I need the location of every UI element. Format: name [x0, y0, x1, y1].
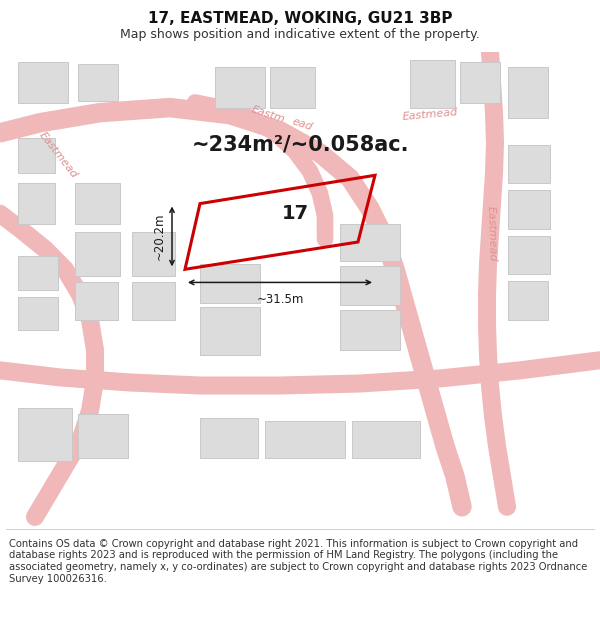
Polygon shape — [75, 282, 118, 320]
Polygon shape — [18, 62, 68, 102]
Polygon shape — [200, 264, 260, 302]
Text: Eastm: Eastm — [250, 104, 286, 125]
Polygon shape — [78, 414, 128, 458]
Text: Eastmead: Eastmead — [486, 206, 498, 262]
Polygon shape — [18, 183, 55, 224]
Polygon shape — [75, 183, 120, 224]
Polygon shape — [340, 266, 400, 304]
Polygon shape — [215, 67, 265, 108]
Polygon shape — [508, 145, 550, 183]
Text: ~31.5m: ~31.5m — [256, 292, 304, 306]
Polygon shape — [78, 64, 118, 101]
Polygon shape — [340, 310, 400, 350]
Text: Eastmead: Eastmead — [37, 130, 79, 180]
Polygon shape — [265, 421, 345, 458]
Polygon shape — [18, 297, 58, 330]
Polygon shape — [200, 307, 260, 355]
Polygon shape — [75, 232, 120, 276]
Polygon shape — [132, 282, 175, 320]
Text: Map shows position and indicative extent of the property.: Map shows position and indicative extent… — [120, 28, 480, 41]
Polygon shape — [18, 138, 55, 173]
Text: 17, EASTMEAD, WOKING, GU21 3BP: 17, EASTMEAD, WOKING, GU21 3BP — [148, 11, 452, 26]
Polygon shape — [132, 232, 175, 276]
Polygon shape — [508, 236, 550, 274]
Text: ead: ead — [290, 117, 313, 132]
Text: 17: 17 — [281, 204, 308, 223]
Polygon shape — [340, 224, 400, 261]
Polygon shape — [18, 408, 72, 461]
Polygon shape — [18, 256, 58, 289]
Polygon shape — [508, 281, 548, 320]
Polygon shape — [460, 62, 500, 102]
Text: ~234m²/~0.058ac.: ~234m²/~0.058ac. — [191, 135, 409, 155]
Polygon shape — [508, 191, 550, 229]
Polygon shape — [410, 60, 455, 108]
Text: ~20.2m: ~20.2m — [153, 213, 166, 260]
Polygon shape — [270, 67, 315, 108]
Text: Eastmead: Eastmead — [402, 107, 458, 122]
Polygon shape — [508, 67, 548, 118]
Polygon shape — [352, 421, 420, 458]
Text: Contains OS data © Crown copyright and database right 2021. This information is : Contains OS data © Crown copyright and d… — [9, 539, 587, 584]
Polygon shape — [200, 418, 258, 458]
